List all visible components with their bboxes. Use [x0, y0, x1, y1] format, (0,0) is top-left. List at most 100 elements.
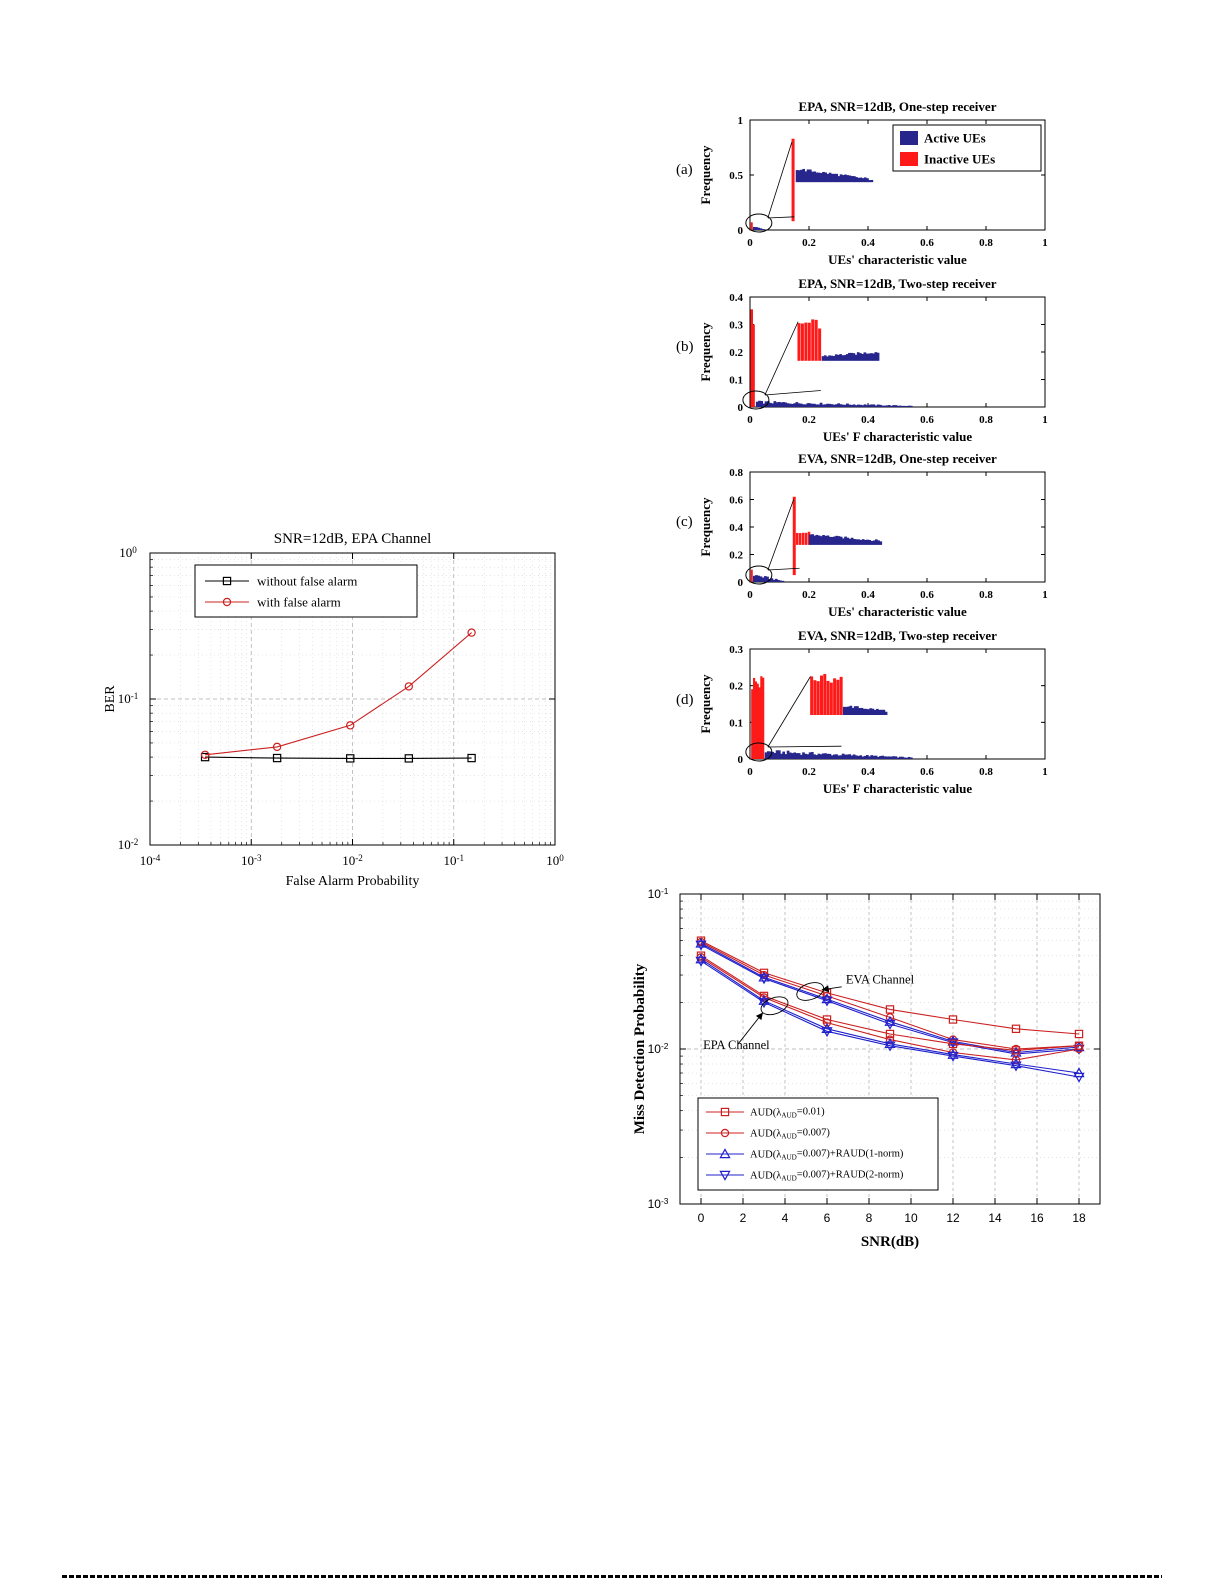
svg-text:0: 0 [738, 577, 744, 589]
miss-detection-vs-snr-chart: 10-3 10-2 10-1 0 2 4 6 8 10 12 14 16 18 SNR(dB) Miss D… [632, 886, 1101, 1250]
svg-text:8: 8 [866, 1211, 873, 1225]
svg-text:AUD(λAUD=0.007)+RAUD(2-norm): AUD(λAUD=0.007)+RAUD(2-norm) [750, 1170, 904, 1183]
svg-text:10-2: 10-2 [648, 1041, 669, 1056]
svg-text:10-1: 10-1 [443, 853, 464, 868]
svg-text:0: 0 [747, 414, 753, 426]
svg-text:0.6: 0.6 [920, 414, 934, 426]
svg-text:0.2: 0.2 [802, 414, 816, 426]
svg-text:0: 0 [738, 402, 744, 414]
figure-label-d: (d) [676, 692, 694, 708]
svg-text:12: 12 [946, 1211, 960, 1225]
svg-text:0.6: 0.6 [920, 237, 934, 249]
histogram-epa-two-step-receiver: EPA, SNR=12dB, Two-step receiver 0 0.1 0.2 0… [698, 276, 1048, 444]
svg-text:1: 1 [738, 115, 744, 127]
svg-text:SNR(dB): SNR(dB) [861, 1234, 919, 1250]
svg-text:0.6: 0.6 [920, 766, 934, 778]
svg-text:1: 1 [1042, 414, 1048, 426]
svg-text:0.8: 0.8 [979, 414, 993, 426]
svg-text:10-2: 10-2 [118, 837, 139, 852]
figure-label-b: (b) [676, 339, 694, 355]
svg-text:10-2: 10-2 [342, 853, 363, 868]
svg-text:0.4: 0.4 [861, 766, 875, 778]
svg-text:0.8: 0.8 [979, 589, 993, 601]
svg-text:0.1: 0.1 [729, 717, 743, 729]
histogram-eva-one-step-receiver: EVA, SNR=12dB, One-step receiver 0 0.2 0.4 0… [698, 451, 1048, 619]
svg-text:0.8: 0.8 [979, 766, 993, 778]
figure-label-a: (a) [676, 162, 693, 178]
svg-text:0.4: 0.4 [861, 589, 875, 601]
svg-text:10-1: 10-1 [648, 886, 669, 901]
svg-text:100: 100 [546, 853, 564, 868]
svg-text:18: 18 [1072, 1211, 1086, 1225]
svg-text:2: 2 [740, 1211, 747, 1225]
svg-text:0: 0 [747, 766, 753, 778]
svg-text:with false alarm: with false alarm [257, 595, 341, 610]
svg-text:0.6: 0.6 [920, 589, 934, 601]
svg-text:0.2: 0.2 [802, 589, 816, 601]
svg-text:UEs' characteristic value: UEs' characteristic value [828, 604, 967, 619]
svg-text:0.4: 0.4 [861, 237, 875, 249]
svg-text:UEs' F characteristic value: UEs' F characteristic value [823, 781, 973, 796]
svg-text:0.2: 0.2 [729, 681, 743, 693]
svg-text:EPA, SNR=12dB, One-step receiv: EPA, SNR=12dB, One-step receiver [799, 99, 997, 114]
svg-text:Frequency: Frequency [698, 145, 713, 204]
svg-text:0.2: 0.2 [729, 347, 743, 359]
svg-text:16: 16 [1030, 1211, 1044, 1225]
svg-text:0.8: 0.8 [979, 237, 993, 249]
svg-text:0: 0 [738, 225, 744, 237]
svg-text:10-3: 10-3 [241, 853, 262, 868]
svg-text:0.2: 0.2 [802, 766, 816, 778]
svg-text:SNR=12dB, EPA Channel: SNR=12dB, EPA Channel [274, 531, 432, 547]
svg-text:10-1: 10-1 [118, 691, 139, 706]
histogram-eva-two-step-receiver: EVA, SNR=12dB, Two-step receiver 0 0.1 0.2 0… [698, 628, 1048, 796]
svg-text:6: 6 [824, 1211, 831, 1225]
svg-text:1: 1 [1042, 766, 1048, 778]
svg-text:AUD(λAUD=0.007)+RAUD(1-norm): AUD(λAUD=0.007)+RAUD(1-norm) [750, 1149, 904, 1162]
svg-text:0: 0 [698, 1211, 705, 1225]
svg-text:Frequency: Frequency [698, 322, 713, 381]
svg-text:without false alarm: without false alarm [257, 574, 357, 589]
svg-text:Frequency: Frequency [698, 497, 713, 556]
svg-text:Frequency: Frequency [698, 674, 713, 733]
svg-text:AUD(λAUD=0.007): AUD(λAUD=0.007) [750, 1128, 830, 1141]
svg-text:0.2: 0.2 [802, 237, 816, 249]
svg-text:Miss Detection Probability: Miss Detection Probability [632, 963, 648, 1134]
svg-text:14: 14 [988, 1211, 1002, 1225]
svg-text:Active UEs: Active UEs [924, 131, 986, 146]
svg-text:0: 0 [738, 754, 744, 766]
svg-text:EVA Channel: EVA Channel [846, 972, 915, 986]
page-bottom-rule [62, 1575, 1162, 1578]
svg-text:BER: BER [103, 685, 118, 713]
svg-text:0.4: 0.4 [729, 292, 743, 304]
svg-text:EPA Channel: EPA Channel [703, 1038, 770, 1052]
svg-text:0.5: 0.5 [729, 170, 743, 182]
ber-vs-false-alarm-chart: 10-2 10-1 100 10-4 10-3 10-2 10-1 100 False Alar… [103, 531, 564, 889]
svg-text:10-3: 10-3 [648, 1196, 669, 1211]
svg-text:Inactive UEs: Inactive UEs [924, 152, 995, 167]
svg-text:1: 1 [1042, 237, 1048, 249]
histogram-epa-one-step-receiver: EPA, SNR=12dB, One-step receiver 0 0.5 1 0 0.… [698, 99, 1048, 267]
svg-text:0.4: 0.4 [861, 414, 875, 426]
svg-text:False Alarm Probability: False Alarm Probability [286, 874, 420, 889]
svg-text:AUD(λAUD=0.01): AUD(λAUD=0.01) [750, 1107, 825, 1120]
svg-text:0.4: 0.4 [729, 522, 743, 534]
svg-text:0.3: 0.3 [729, 644, 743, 656]
svg-text:EVA, SNR=12dB, Two-step receiv: EVA, SNR=12dB, Two-step receiver [798, 628, 997, 643]
svg-text:0.8: 0.8 [729, 467, 743, 479]
svg-text:0.3: 0.3 [729, 320, 743, 332]
svg-text:UEs' F characteristic value: UEs' F characteristic value [823, 429, 973, 444]
svg-text:EVA, SNR=12dB, One-step receiv: EVA, SNR=12dB, One-step receiver [798, 451, 997, 466]
svg-text:0: 0 [747, 589, 753, 601]
svg-text:4: 4 [782, 1211, 789, 1225]
svg-text:10-4: 10-4 [140, 853, 161, 868]
figure-label-c: (c) [676, 514, 693, 530]
svg-text:10: 10 [904, 1211, 918, 1225]
svg-text:UEs' characteristic value: UEs' characteristic value [828, 252, 967, 267]
svg-text:0: 0 [747, 237, 753, 249]
svg-text:100: 100 [119, 545, 137, 560]
svg-text:EPA, SNR=12dB, Two-step receiv: EPA, SNR=12dB, Two-step receiver [798, 276, 996, 291]
svg-text:0.2: 0.2 [729, 550, 743, 562]
svg-text:1: 1 [1042, 589, 1048, 601]
svg-text:0.6: 0.6 [729, 495, 743, 507]
